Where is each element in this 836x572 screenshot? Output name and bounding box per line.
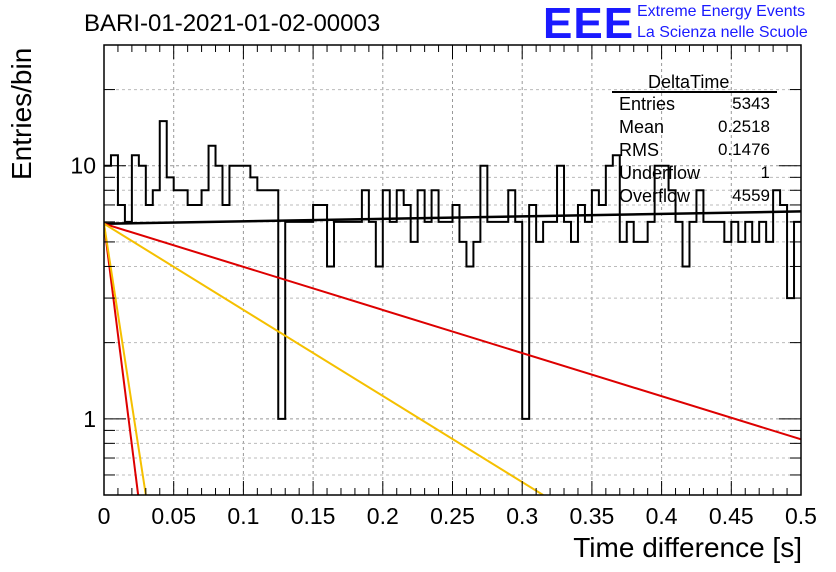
eee-logo-mark: EEE	[543, 0, 635, 48]
x-tick-label: 0	[98, 503, 111, 529]
logo-line-1: Extreme Energy Events	[637, 3, 806, 20]
stats-box-title: DeltaTime	[648, 72, 730, 92]
x-tick-label: 0.5	[785, 503, 817, 529]
stat-rms-value: 0.1476	[718, 140, 770, 159]
stat-underflow-label: Underflow	[619, 163, 701, 183]
y-axis-label: Entries/bin	[6, 47, 37, 180]
stat-overflow-label: Overflow	[619, 186, 691, 206]
x-tick-label: 0.35	[570, 503, 615, 529]
stat-entries-value: 5343	[732, 94, 770, 113]
x-tick-label: 0.1	[227, 503, 259, 529]
fit-line-0	[104, 210, 801, 225]
stat-mean-value: 0.2518	[718, 117, 770, 136]
x-tick-label: 0.45	[709, 503, 754, 529]
stat-entries-label: Entries	[619, 94, 676, 114]
x-tick-label: 0.15	[291, 503, 336, 529]
y-tick-label: 1	[83, 406, 96, 432]
fit-line-1	[104, 222, 801, 441]
x-tick-label: 0.3	[506, 503, 538, 529]
stat-overflow-value: 4559	[732, 186, 770, 205]
x-tick-label: 0.4	[646, 503, 678, 529]
x-tick-label: 0.2	[367, 503, 399, 529]
stat-mean-label: Mean	[619, 117, 665, 137]
x-tick-label: 0.05	[151, 503, 196, 529]
histogram-step-line	[104, 120, 801, 420]
x-tick-label: 0.25	[430, 503, 475, 529]
fit-line-3	[104, 223, 140, 495]
x-axis-label: Time difference [s]	[573, 532, 802, 563]
chart-title: BARI-01-2021-01-02-00003	[84, 10, 381, 37]
logo-line-2: La Scienza nelle Scuole	[637, 24, 808, 41]
stat-underflow-value: 1	[760, 163, 770, 182]
fit-line-2	[104, 222, 544, 495]
fit-line-4	[104, 223, 147, 495]
y-tick-label: 10	[70, 153, 96, 179]
stat-rms-label: RMS	[619, 140, 659, 160]
